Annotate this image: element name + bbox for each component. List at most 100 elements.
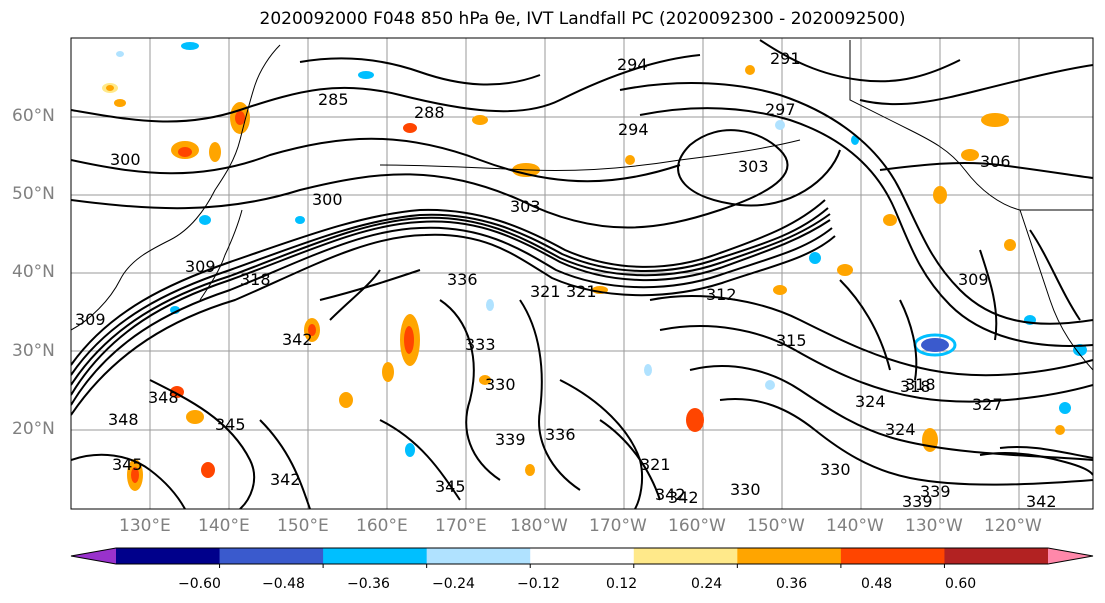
contour-line [999,445,1093,459]
contour-label: 342 [1026,492,1057,511]
contour-line [71,233,836,416]
colorbar-tick-label: −0.12 [517,576,560,592]
contour-label: 342 [282,330,313,349]
contour-line [839,279,891,371]
contour-line [71,213,831,386]
contour-line [379,419,461,501]
contour-label: 339 [495,430,526,449]
colorbar-segment [737,548,842,564]
contour-label: 306 [980,152,1011,171]
lon-label: 170°W [589,516,647,536]
contour-label: 324 [855,392,886,411]
colorbar-segment [426,548,531,564]
contour-line [71,54,701,123]
contour-label: 324 [885,420,916,439]
colorbar-tick-label: −0.60 [178,576,221,592]
contour-label: 294 [617,55,648,74]
contour-line [299,57,541,86]
coastline-japan [199,209,243,301]
contour-label: 330 [485,375,516,394]
contour-line [71,219,831,396]
contour-label: 285 [318,90,349,109]
contour-label: 330 [820,460,851,479]
contour-line [319,269,421,301]
colorbar-segment [944,548,1049,564]
contour-label: 300 [312,190,343,209]
colorbar-outline [70,547,1094,565]
contour-label: 318 [900,377,931,396]
colorbar-segment [219,548,324,564]
coastline-alaska [849,40,1093,211]
contour-label: 330 [730,480,761,499]
lon-label: 130°W [905,516,963,536]
contour-label: 348 [148,388,179,407]
contour-label: 297 [765,100,796,119]
lat-label-30n: 30°N [12,341,55,361]
contour-line [859,64,1093,106]
contour-line [659,325,1093,403]
lat-label-40n: 40°N [12,262,55,282]
contour-label: 291 [770,49,801,68]
contour-line [71,453,186,509]
contour-label: 309 [185,257,216,276]
colorbar-tick-label: −0.36 [347,576,390,592]
contour-label: 303 [738,157,769,176]
contour-label: 345 [435,477,466,496]
colorbar-tick-label: −0.24 [432,576,475,592]
lon-label: 180°W [510,516,568,536]
contour-line [71,137,681,183]
contour-line [689,365,1093,461]
contour-line [559,379,644,509]
lon-label: 160°W [668,516,726,536]
contour-line [719,398,1093,486]
contour-label: 294 [618,120,649,139]
contour-label: 300 [110,150,141,169]
colorbar-extend-max [1048,548,1093,564]
map-title: 2020092000 F048 850 hPa θe, IVT Landfall… [259,9,906,29]
lon-label: 120°W [984,516,1042,536]
contour-label: 345 [112,455,143,474]
contour-line [71,207,829,376]
contour-label: 318 [905,375,936,394]
colorbar-segment [323,548,428,564]
colorbar-segment [840,548,945,564]
contour-label: 336 [545,425,576,444]
colorbar-segment [116,548,221,564]
colorbar-tick-label: 0.12 [606,576,638,592]
lat-label-20n: 20°N [12,419,55,439]
colorbar-tick-label: 0.60 [945,576,977,592]
contour-label: 309 [75,310,106,329]
lon-label: 130°E [119,516,171,536]
contour-label: 342 [655,485,686,504]
contour-label: 333 [465,335,496,354]
contour-line [979,451,1093,476]
contour-line [979,249,998,341]
colorbar-tick-label: 0.36 [776,576,808,592]
contour-label: 339 [920,482,951,501]
contour-label: 303 [510,197,541,216]
contour-label: 318 [240,270,271,289]
contour-line [149,379,256,509]
contour-line [759,39,961,83]
contour-label: 336 [447,270,478,289]
lon-label: 170°E [435,516,487,536]
contour-label: 321 [566,282,597,301]
ivt-pc-shading [102,42,1087,491]
contour-label: 288 [414,103,445,122]
lon-label: 140°E [198,516,250,536]
contour-label: 342 [668,488,699,507]
colorbar-tick-label: −0.48 [262,576,305,592]
contour-line [259,419,311,509]
contour-label: 339 [902,492,933,511]
contour-line [519,299,581,491]
contour-line [639,107,1093,347]
theta-e-contours [71,39,1093,509]
positive-anomaly-blob [102,65,1065,491]
lat-label-50n: 50°N [12,184,55,204]
coastlines [71,40,1093,371]
contour-line [619,82,1093,325]
coastline-asia [71,44,281,331]
lat-label-60n: 60°N [12,106,55,126]
lon-label: 160°E [356,516,408,536]
